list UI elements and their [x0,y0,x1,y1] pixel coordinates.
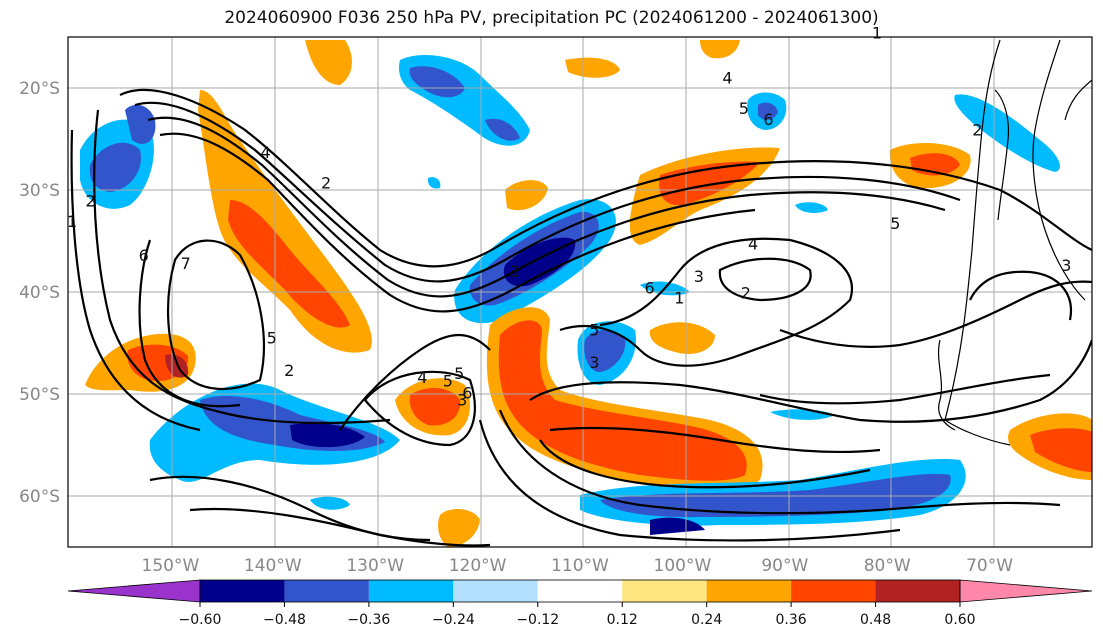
colorbar-segment [453,580,538,602]
contour-label: 4 [261,143,271,162]
contour-label: 4 [748,235,758,254]
contour-label: 2 [741,284,751,303]
contour-label: 4 [722,68,732,87]
longitude-tick-label: 130°W [346,556,404,576]
latitude-tick-label: 60°S [19,487,60,507]
colorbar-segment [622,580,707,602]
map-frame [67,36,1093,548]
latitude-tick-label: 30°S [19,181,60,201]
longitude-tick-label: 150°W [142,556,200,576]
latitude-tick-label: 50°S [19,385,60,405]
colorbar-arrow-low [67,579,201,603]
colorbar-frame [199,579,961,603]
colorbar-tick-label: −0.12 [516,612,559,628]
longitude-tick-label: 120°W [449,556,507,576]
longitude-tick-label: 70°W [966,556,1013,576]
contour-label: 3 [457,391,467,410]
contour-label: 5 [454,364,464,383]
contour-label: 3 [589,353,599,372]
colorbar-tick-label: −0.48 [263,612,306,628]
contour-label: 5 [443,371,453,390]
colorbar-tick-label: 0.60 [944,612,975,628]
contour-label: 7 [181,254,191,273]
contour-label: 3 [509,262,519,281]
latitude-tick-label: 20°S [19,79,60,99]
latitude-tick-label: 40°S [19,283,60,303]
colorbar-tick-label: 0.36 [776,612,807,628]
contour-label: 1 [872,23,882,42]
contour-label: 3 [694,267,704,286]
gridlines [68,37,1092,547]
longitude-tick-label: 100°W [654,556,712,576]
colorbar-segment [791,580,876,602]
contour-label: 2 [85,192,95,211]
colorbar-segment [537,580,623,602]
contour-label: 2 [321,173,331,192]
contour-label: 5 [267,328,277,347]
contour-label: 6 [462,384,472,403]
colorbar-segment [200,580,285,602]
colorbar-segment [875,580,960,602]
contour-label: 4 [417,368,427,387]
colorbar-arrow-high [959,579,1093,603]
longitude-tick-label: 80°W [864,556,911,576]
contour-label: 3 [1061,256,1071,275]
longitude-labels: 150°W 140°W 130°W 120°W 110°W 100°W 90°W 80°W 70… [142,556,1014,576]
colorbar-segment [284,580,369,602]
longitude-tick-label: 90°W [761,556,808,576]
contour-label: 5 [739,99,749,118]
colorbar-tick-label: −0.24 [432,612,475,628]
colorbar [67,579,1093,603]
contour-label: 1 [674,289,684,308]
pv-contours [70,88,1092,547]
contour-label: 2 [284,361,294,380]
colorbar-tick-label: 0.24 [691,612,722,628]
colorbar-segment [368,580,454,602]
colorbar-tick-label: 0.12 [607,612,638,628]
colorbar-labels: −0.60 −0.48 −0.36 −0.24 −0.12 0.12 0.24 0.36 0.4… [179,602,976,628]
longitude-tick-label: 140°W [244,556,302,576]
contour-label: 6 [645,278,655,297]
contour-label: 5 [589,320,599,339]
colorbar-segment [706,580,792,602]
contour-label: 2 [972,120,982,139]
colorbar-tick-label: −0.60 [179,612,222,628]
map-title: 2024060900 F036 250 hPa PV, precipitatio… [224,8,879,28]
latitude-labels: 20°S 30°S 40°S 50°S 60°S [19,79,60,507]
contour-label: 6 [763,110,773,129]
colorbar-tick-label: 0.48 [860,612,891,628]
colorbar-tick-label: −0.36 [347,612,390,628]
contour-label: 1 [67,212,77,231]
contour-label: 6 [139,246,149,265]
contour-label: 5 [890,214,900,233]
longitude-tick-label: 110°W [551,556,609,576]
coastline [937,39,1092,446]
